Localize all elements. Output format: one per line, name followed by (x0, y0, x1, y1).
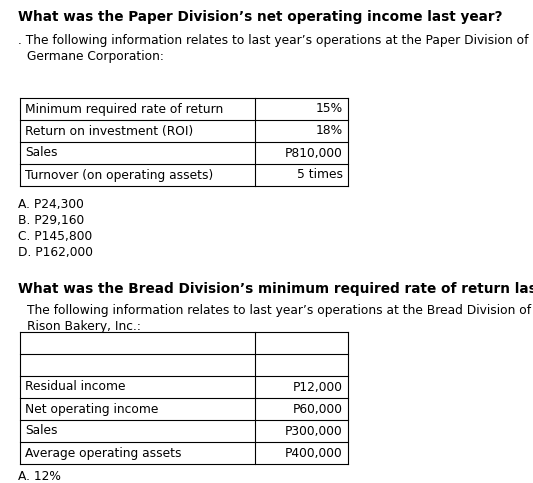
Text: D. P162,000: D. P162,000 (18, 246, 93, 259)
Text: Sales: Sales (25, 146, 58, 159)
Text: Net operating income: Net operating income (25, 402, 158, 415)
Text: P12,000: P12,000 (293, 381, 343, 394)
Text: A. P24,300: A. P24,300 (18, 198, 84, 211)
Text: Sales: Sales (25, 425, 58, 438)
Text: Rison Bakery, Inc.:: Rison Bakery, Inc.: (27, 320, 141, 333)
Text: What was the Bread Division’s minimum required rate of return last year?: What was the Bread Division’s minimum re… (18, 282, 533, 296)
Text: Germane Corporation:: Germane Corporation: (27, 50, 164, 63)
Text: P810,000: P810,000 (285, 146, 343, 159)
Text: Turnover (on operating assets): Turnover (on operating assets) (25, 169, 213, 182)
Text: The following information relates to last year’s operations at the Bread Divisio: The following information relates to las… (27, 304, 531, 317)
Text: P400,000: P400,000 (285, 446, 343, 459)
Text: Residual income: Residual income (25, 381, 125, 394)
Text: P300,000: P300,000 (285, 425, 343, 438)
Text: 5 times: 5 times (297, 169, 343, 182)
Text: . The following information relates to last year’s operations at the Paper Divis: . The following information relates to l… (18, 34, 529, 47)
Text: P60,000: P60,000 (293, 402, 343, 415)
Text: Return on investment (ROI): Return on investment (ROI) (25, 125, 193, 138)
Text: Average operating assets: Average operating assets (25, 446, 182, 459)
Text: Minimum required rate of return: Minimum required rate of return (25, 102, 223, 115)
Text: C. P145,800: C. P145,800 (18, 230, 92, 243)
Text: 15%: 15% (316, 102, 343, 115)
Text: What was the Paper Division’s net operating income last year?: What was the Paper Division’s net operat… (18, 10, 503, 24)
Text: A. 12%: A. 12% (18, 470, 61, 483)
Text: B. P29,160: B. P29,160 (18, 214, 84, 227)
Text: 18%: 18% (316, 125, 343, 138)
